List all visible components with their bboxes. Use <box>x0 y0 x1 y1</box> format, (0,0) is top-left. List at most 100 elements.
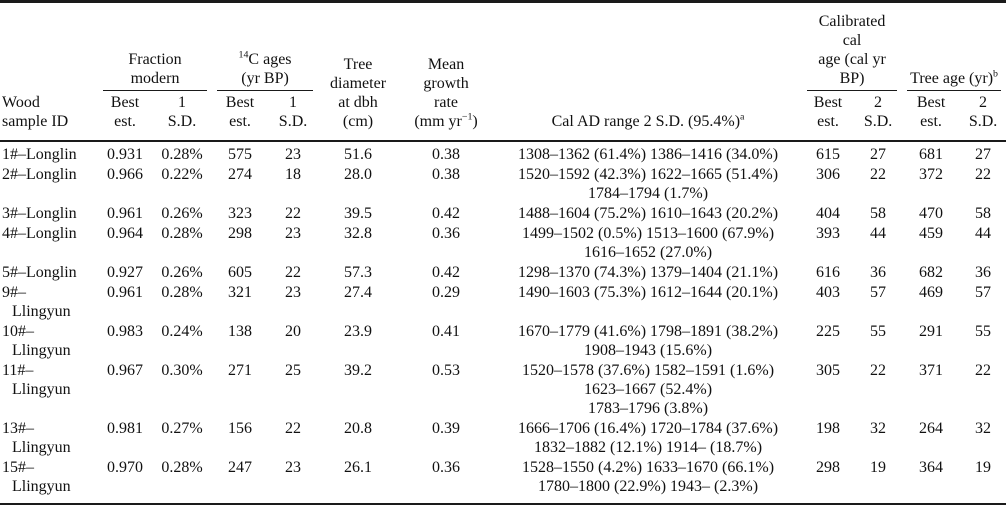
cell-sample-id: 1#–Longlin <box>0 139 98 164</box>
header-line: Wood <box>2 93 40 111</box>
header-text: Tree age (yr) <box>910 69 994 87</box>
cell-tree-diameter: 20.8 <box>344 419 373 437</box>
subheader-fraction-best: Best est. <box>98 91 152 141</box>
header-line: modern <box>130 69 180 87</box>
header-line: est. <box>920 112 942 130</box>
cell-c14-1sd: 20 <box>285 322 302 340</box>
cell-c14-best: 274 <box>228 165 253 183</box>
cell-c14-1sd: 23 <box>285 283 302 301</box>
header-line: 1 <box>178 93 186 111</box>
header-text: ) <box>472 112 478 130</box>
header-text: (mm yr <box>414 112 462 130</box>
cell-cal-ad-range: 1670–1779 (41.6%) 1798–1891 (38.2%) 1908–… <box>518 322 779 359</box>
cell-fraction-best: 0.970 <box>107 458 143 476</box>
cell-fraction-best: 0.967 <box>107 361 143 379</box>
cell-calage-best: 198 <box>816 419 841 437</box>
cell-calage-best: 616 <box>816 263 841 281</box>
cell-fraction-1sd: 0.26% <box>161 263 203 281</box>
cell-cal-ad-range: 1520–1592 (42.3%) 1622–1665 (51.4%) 1784–… <box>518 165 779 202</box>
header-text: Cal AD range 2 S.D. (95.4%) <box>551 112 741 130</box>
cell-treeage-2sd: 22 <box>975 361 992 379</box>
header-line: 14C ages <box>217 50 313 69</box>
cell-tree-diameter: 39.5 <box>344 204 373 222</box>
subheader-treeage-best: Best est. <box>902 91 960 141</box>
cell-c14-1sd: 25 <box>285 361 302 379</box>
cell-calage-best: 393 <box>816 224 841 242</box>
cell-fraction-best: 0.961 <box>107 204 143 222</box>
cell-c14-1sd: 18 <box>285 165 302 183</box>
header-spanner-row: Wood sample ID Fraction modern 14C ages … <box>0 2 1006 130</box>
cell-sample-id: 10#– Llingyun <box>2 322 71 359</box>
footnote-b-marker: b <box>993 68 998 80</box>
c14-superscript: 14 <box>238 49 249 61</box>
cell-treeage-best: 371 <box>919 361 944 379</box>
cell-fraction-1sd: 0.26% <box>161 204 203 222</box>
header-line: Tree age (yr)b <box>907 69 1001 88</box>
header-wood-sample-id: Wood sample ID <box>0 2 98 141</box>
cell-fraction-1sd: 0.30% <box>161 361 203 379</box>
cell-tree-diameter: 39.2 <box>344 361 373 379</box>
cell-tree-diameter: 57.3 <box>344 263 373 281</box>
cell-treeage-best: 364 <box>919 458 944 476</box>
cell-cal-ad-range: 1308–1362 (61.4%) 1386–1416 (34.0%) <box>494 139 803 164</box>
cell-fraction-best: 0.981 <box>107 419 143 437</box>
header-line: S.D. <box>863 112 893 130</box>
table-row: 1#–Longlin 0.931 0.28% 575 23 51.6 0.38 … <box>0 139 1006 164</box>
spanner-underline: Calibrated cal age (cal yr BP) <box>807 12 898 91</box>
cell-calage-2sd: 22 <box>870 361 887 379</box>
cell-cal-ad-range: 1528–1550 (4.2%) 1633–1670 (66.1%) 1780–1… <box>522 458 775 495</box>
cell-c14-best: 323 <box>228 204 253 222</box>
cell-fraction-1sd: 0.28% <box>161 458 203 476</box>
cell-c14-best: 575 <box>212 139 269 164</box>
header-line: cal <box>842 31 862 49</box>
header-line: Calibrated <box>818 12 886 30</box>
cell-c14-1sd: 23 <box>285 458 302 476</box>
cell-fraction-1sd: 0.28% <box>161 224 203 242</box>
cell-calage-2sd: 55 <box>870 322 887 340</box>
cell-c14-1sd: 22 <box>285 204 302 222</box>
cell-calage-2sd: 22 <box>870 165 887 183</box>
cell-c14-best: 271 <box>228 361 253 379</box>
header-line: Mean <box>427 55 465 73</box>
subheader-calage-2sd: 2 S.D. <box>854 91 902 141</box>
header-line: est. <box>229 112 251 130</box>
cell-treeage-best: 681 <box>902 139 961 164</box>
cell-tree-diameter: 27.4 <box>344 283 373 301</box>
cell-sample-id: 4#–Longlin <box>2 224 77 242</box>
cell-fraction-best: 0.931 <box>98 139 152 164</box>
cell-tree-diameter: 26.1 <box>344 458 373 476</box>
cell-c14-best: 138 <box>228 322 253 340</box>
header-line: est. <box>114 112 136 130</box>
cell-growth-rate: 0.38 <box>432 165 461 183</box>
table-row: 10#– Llingyun 0.983 0.24% 138 20 23.9 0.4… <box>0 321 1006 360</box>
header-line: S.D. <box>167 112 197 130</box>
header-subheader-row: Best est. 1 S.D. Best est. 1 S.D. Best e… <box>0 91 1006 141</box>
cell-c14-best: 298 <box>228 224 253 242</box>
cell-fraction-1sd: 0.28% <box>152 139 213 164</box>
cell-cal-ad-range: 1666–1706 (16.4%) 1720–1784 (37.6%) 1832–… <box>518 419 779 456</box>
cell-treeage-best: 469 <box>919 283 944 301</box>
cell-growth-rate: 0.38 <box>398 139 495 164</box>
header-tree-age: Tree age (yr)b <box>902 2 1006 91</box>
header-text: C ages <box>248 50 292 68</box>
header-growth-rate: Mean growth rate (mm yr−1) <box>398 2 494 141</box>
cell-treeage-2sd: 55 <box>975 322 992 340</box>
cell-c14-1sd: 23 <box>268 139 319 164</box>
subheader-c14-best: Best est. <box>212 91 268 141</box>
cell-treeage-2sd: 32 <box>975 419 992 437</box>
cell-calage-2sd: 27 <box>854 139 903 164</box>
cell-treeage-best: 682 <box>919 263 944 281</box>
subheader-calage-best: Best est. <box>802 91 854 141</box>
subheader-treeage-2sd: 2 S.D. <box>960 91 1006 141</box>
cell-sample-id: 5#–Longlin <box>2 263 77 281</box>
header-line: 2 <box>874 93 883 111</box>
cell-calage-2sd: 44 <box>870 224 887 242</box>
cell-c14-best: 247 <box>228 458 253 476</box>
table-row: 15#– Llingyun 0.970 0.28% 247 23 26.1 0.3… <box>0 457 1006 504</box>
cell-treeage-best: 264 <box>919 419 944 437</box>
cell-cal-ad-range: 1298–1370 (74.3%) 1379–1404 (21.1%) <box>518 263 779 281</box>
cell-treeage-2sd: 19 <box>975 458 992 476</box>
cell-calage-2sd: 19 <box>870 458 887 476</box>
table-header: Wood sample ID Fraction modern 14C ages … <box>0 2 1006 141</box>
header-line: S.D. <box>278 112 308 130</box>
